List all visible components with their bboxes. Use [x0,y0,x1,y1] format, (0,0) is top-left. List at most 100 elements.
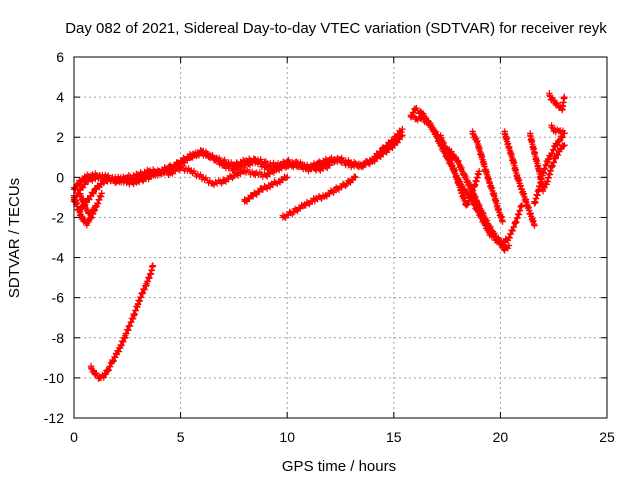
data-point [478,152,485,159]
data-point [527,210,534,217]
data-point [518,202,525,209]
data-point [75,180,82,187]
data-point [499,218,506,225]
data-point [121,332,129,339]
series-markers [411,113,525,249]
data-point [166,170,174,177]
grid-layer [74,57,607,418]
x-tick-label: 20 [493,429,509,445]
data-point [209,154,216,161]
data-point [113,350,120,358]
data-point [279,214,287,221]
data-series-arc-low [87,262,157,382]
chart-title: Day 082 of 2021, Sidereal Day-to-day VTE… [65,20,607,37]
data-point [426,121,434,129]
data-point [326,156,334,163]
data-point [100,372,108,380]
data-point [198,174,206,181]
data-point [326,162,334,169]
data-point [548,150,555,157]
data-series-arc-storm-3 [437,132,483,209]
series-markers [87,262,157,382]
y-tick-label: -6 [52,290,65,306]
data-point [509,158,517,165]
data-point [443,150,451,157]
data-point [109,174,116,181]
series-layer [70,90,568,382]
data-point [143,280,150,287]
data-series-arc-main-3 [77,158,334,213]
data-point [290,208,297,215]
data-point [230,162,238,169]
data-point [347,162,355,169]
data-point [258,186,265,193]
data-point [188,168,195,175]
data-point [109,358,116,366]
data-point [294,160,302,167]
data-point [352,174,359,181]
data-point [315,160,323,167]
x-tick-label: 25 [599,429,615,445]
data-point [390,142,397,149]
data-point [75,206,82,213]
data-point [156,168,163,175]
data-point [411,115,419,123]
data-series-arc-rise-2 [241,173,291,205]
x-tick-label: 10 [279,429,295,445]
data-point [126,180,133,187]
data-point [98,190,105,197]
data-point [284,174,291,181]
data-series-arc-storm-2 [411,113,525,249]
data-series-arc-storm-5 [501,128,538,229]
data-point [505,242,513,249]
data-point [284,162,291,169]
data-point [92,186,99,193]
data-point [87,364,95,372]
data-point [486,224,493,231]
data-point [437,134,444,141]
data-point [460,172,468,179]
data-point [177,158,184,165]
data-point [454,158,461,165]
x-tick-label: 0 [70,429,78,445]
data-point [561,93,568,101]
data-point [471,182,479,189]
data-point [458,190,466,197]
data-point [79,216,86,223]
data-point [505,144,513,151]
data-series-arc-main-2 [70,132,406,193]
data-point [559,105,566,113]
data-point [527,132,534,139]
data-point [514,174,521,181]
data-point [149,262,157,269]
x-tick-label: 5 [177,429,185,445]
y-axis-label: SDTVAR / TECUs [6,178,23,298]
y-tick-label: 4 [56,89,64,105]
ticks-layer: 0 5 10 15 20 25 -12 -10 -8 -6 -4 -2 0 2 4 6 [44,49,615,445]
data-point [343,180,351,187]
data-point [85,210,93,217]
data-point [492,234,500,241]
data-point [81,174,88,181]
plot-frame [73,56,608,419]
data-point [104,366,112,374]
data-point [561,130,568,137]
y-tick-label: -2 [52,209,65,225]
data-point [198,150,206,157]
data-point [490,192,498,199]
data-point [399,126,406,133]
data-point [531,200,538,207]
data-series-arc-dip-2 [77,190,105,217]
data-point [81,202,88,209]
data-point [501,246,508,253]
data-series-arc-storm-4 [469,128,506,225]
data-point [544,158,551,165]
data-point [369,158,376,165]
data-point [220,158,227,165]
data-point [518,186,525,193]
data-point [262,160,270,167]
data-point [241,158,248,165]
data-point [399,132,406,139]
y-tick-label: 6 [56,49,64,65]
data-point [556,128,564,135]
